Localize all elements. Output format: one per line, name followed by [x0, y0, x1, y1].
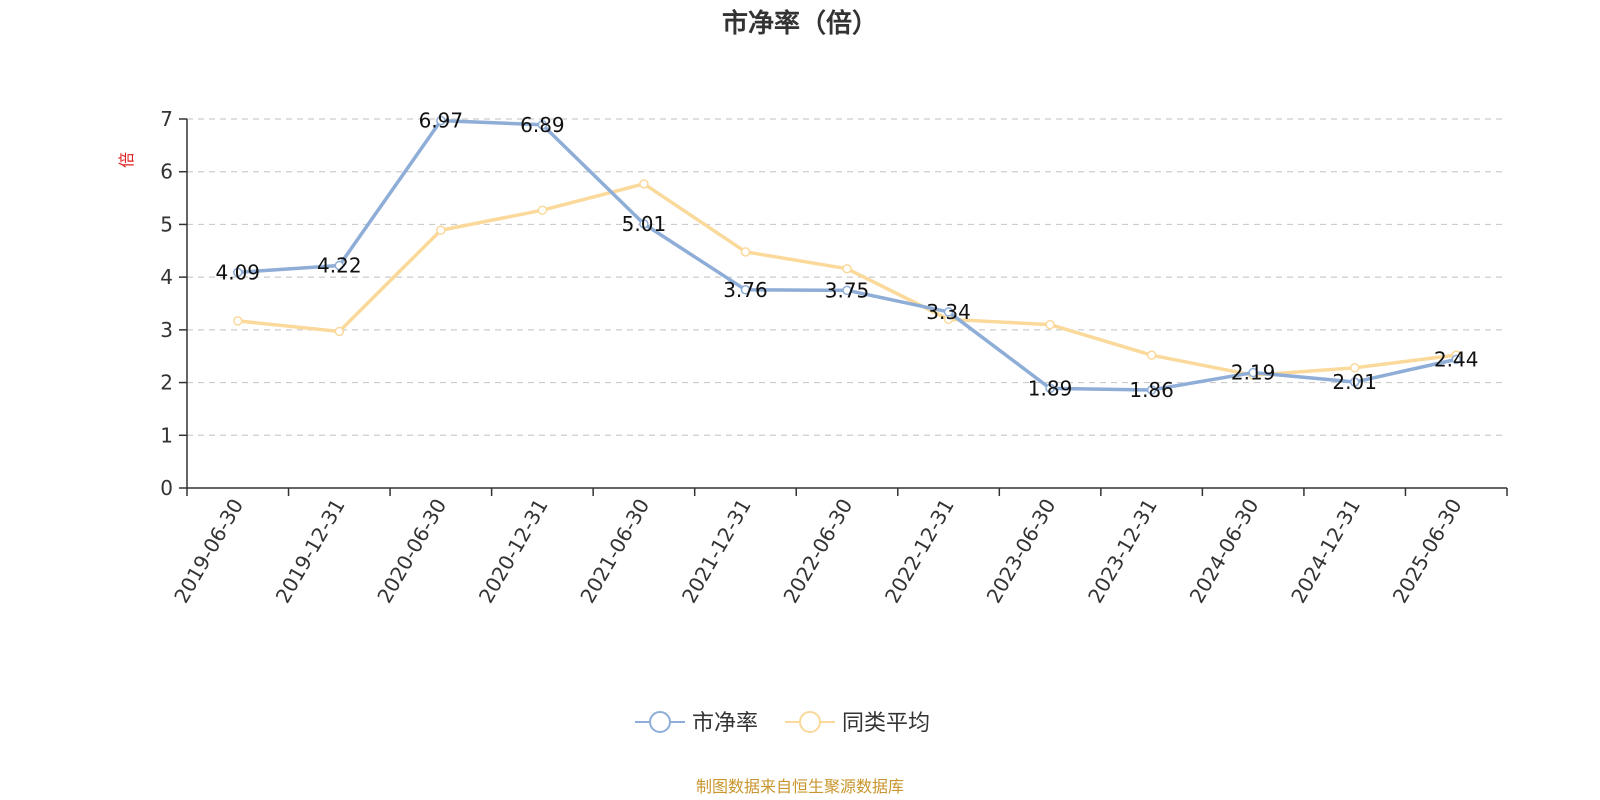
series-point-0[interactable]	[1248, 367, 1258, 378]
x-tick-label: 2019-06-30	[169, 495, 248, 608]
data-label: 3.34	[926, 300, 971, 324]
grid-lines	[187, 118, 1507, 436]
y-tick-label: 1	[160, 423, 173, 447]
data-labels: 4.09 4.22 6.97 6.89 5.01 3.76 3.75 3.34 1.89 1.86…	[216, 109, 1479, 402]
series-point-0[interactable]	[943, 307, 954, 317]
data-label: 4.09	[216, 260, 261, 284]
x-tick-label: 2021-06-30	[575, 495, 654, 608]
y-tick-label: 6	[160, 160, 173, 184]
data-label: 1.89	[1028, 376, 1073, 400]
x-tick-label: 2023-06-30	[982, 495, 1061, 608]
x-tick-label: 2024-06-30	[1185, 495, 1264, 608]
series-point-1[interactable]	[740, 247, 751, 257]
data-label: 3.75	[825, 278, 870, 302]
legend-marker	[649, 711, 671, 733]
x-tick-label: 2022-06-30	[778, 495, 857, 608]
series-point-1[interactable]	[842, 263, 852, 274]
data-label: 2.19	[1231, 361, 1276, 385]
series-point-1[interactable]	[436, 225, 446, 235]
y-tick-label: 4	[160, 265, 173, 289]
series-point-0[interactable]	[740, 285, 751, 295]
data-label: 6.89	[520, 113, 565, 137]
series-point-1[interactable]	[1045, 319, 1055, 330]
legend-label: 市净率	[692, 711, 758, 736]
data-label: 6.97	[419, 109, 464, 133]
axes: 0 1 2 3 4 5 6 7 2019-06-30 2019-12-31 2020-06-30 20…	[160, 107, 1508, 608]
series-point-0[interactable]	[436, 115, 446, 126]
y-tick-label: 3	[160, 318, 173, 342]
data-label: 2.44	[1434, 347, 1479, 371]
x-tick-label: 2024-12-31	[1286, 495, 1365, 608]
series-point-0[interactable]	[1349, 377, 1360, 387]
data-label: 3.76	[723, 278, 768, 302]
series-line-0	[237, 118, 1457, 392]
y-tick-label: 0	[160, 476, 173, 500]
series-point-0[interactable]	[1451, 354, 1461, 365]
series-point-1[interactable]	[537, 205, 548, 215]
series-point-1[interactable]	[334, 326, 345, 337]
series-point-0[interactable]	[233, 267, 243, 278]
y-axis-unit-label: 倍	[117, 152, 136, 168]
x-tick-label: 2022-12-31	[880, 495, 959, 608]
series-point-0[interactable]	[639, 219, 649, 229]
series-point-0[interactable]	[1146, 385, 1157, 395]
series-point-0[interactable]	[1045, 383, 1055, 394]
x-tick-label: 2020-06-30	[372, 495, 451, 608]
x-tick-label: 2023-12-31	[1083, 495, 1162, 608]
legend-label: 同类平均	[842, 711, 930, 736]
y-tick-label: 2	[160, 371, 173, 395]
series-point-1[interactable]	[233, 316, 243, 326]
series-point-0[interactable]	[842, 285, 852, 296]
series-point-1[interactable]	[639, 179, 649, 189]
data-label: 2.01	[1332, 370, 1377, 394]
legend-marker	[799, 711, 821, 733]
data-label: 1.86	[1129, 378, 1174, 402]
series-point-1[interactable]	[1146, 350, 1157, 360]
x-tick-label: 2020-12-31	[474, 495, 553, 608]
chart-title: 市净率（倍）	[722, 8, 878, 39]
legend-item-0[interactable]: 市净率	[635, 711, 758, 736]
x-tick-label: 2025-06-30	[1388, 495, 1467, 608]
x-tick-label: 2021-12-31	[677, 495, 756, 608]
data-label: 5.01	[622, 212, 667, 236]
x-tick-label: 2019-12-31	[271, 495, 350, 608]
source-note: 制图数据来自恒生聚源数据库	[696, 777, 904, 796]
y-tick-label: 7	[160, 107, 173, 131]
series-point-0[interactable]	[334, 260, 345, 271]
series-lines	[233, 115, 1461, 395]
y-tick-label: 5	[160, 212, 173, 236]
series-point-0[interactable]	[537, 120, 548, 130]
data-label: 4.22	[317, 254, 362, 278]
legend-item-1[interactable]: 同类平均	[785, 711, 930, 736]
series-point-1[interactable]	[1349, 363, 1360, 373]
legend[interactable]: 市净率 同类平均	[635, 711, 930, 736]
